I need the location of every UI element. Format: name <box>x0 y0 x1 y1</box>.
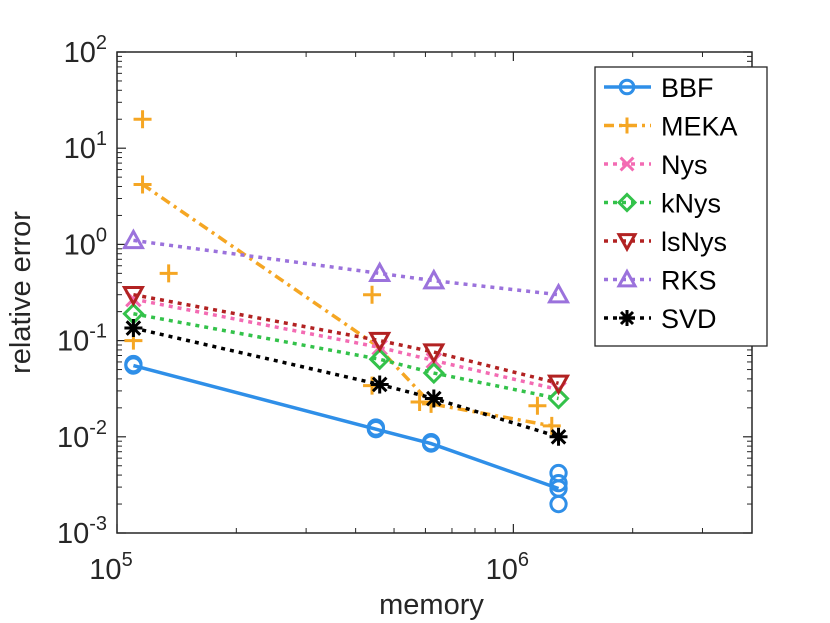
series-svd <box>124 319 568 446</box>
data-point-knys <box>547 387 570 410</box>
data-point-svd <box>124 319 143 338</box>
legend-entry-bbf: BBF <box>604 73 714 103</box>
series-line-lsnys <box>133 292 559 385</box>
legend-label-meka: MEKA <box>661 112 738 142</box>
legend-marker-bbf <box>618 78 636 96</box>
data-point-rks <box>121 228 145 250</box>
legend-entry-rks: RKS <box>604 266 717 296</box>
series-rks <box>121 228 571 304</box>
y-tick-label: 100 <box>64 224 107 261</box>
data-point-rks <box>368 261 392 283</box>
y-tick-exponent: 2 <box>96 32 107 54</box>
legend-marker-rks <box>616 268 638 288</box>
data-point-meka <box>363 285 382 304</box>
y-tick-label: 102 <box>64 32 107 69</box>
y-tick-exponent: -1 <box>89 321 107 343</box>
data-point-bbf <box>124 354 143 374</box>
legend-marker-knys <box>616 192 638 213</box>
series-layer <box>121 110 571 514</box>
y-tick-exponent: -3 <box>89 513 107 535</box>
x-tick-exponent: 5 <box>122 549 133 571</box>
legend-entry-nys: Nys <box>604 150 708 180</box>
y-tick-base: 10 <box>57 326 89 358</box>
y-tick-exponent: 0 <box>96 224 107 246</box>
data-point-meka <box>133 110 152 129</box>
legend: BBF MEKA Nys kNys lsNys RKS SVD <box>594 66 768 347</box>
series-bbf <box>124 354 568 514</box>
y-tick-exponent: 1 <box>96 128 107 150</box>
data-point-bbf <box>549 473 568 493</box>
data-point-meka <box>159 264 178 283</box>
y-tick-label: 10-1 <box>57 321 107 358</box>
legend-label-lsnys: lsNys <box>661 227 727 257</box>
data-point-rks <box>546 282 571 304</box>
series-meka <box>124 110 561 435</box>
legend-marker-meka <box>619 117 635 134</box>
y-tick-label: 101 <box>64 128 107 165</box>
x-tick-base: 10 <box>486 554 518 586</box>
legend-label-nys: Nys <box>661 150 708 180</box>
legend-entry-meka: MEKA <box>604 112 738 142</box>
series-line-knys <box>133 312 559 401</box>
legend-marker-nys <box>619 156 635 172</box>
legend-entry-lsnys: lsNys <box>604 227 727 257</box>
legend-entry-svd: SVD <box>604 304 717 334</box>
data-point-bbf <box>366 418 386 437</box>
data-point-meka <box>133 175 152 194</box>
data-point-meka <box>528 396 547 415</box>
data-point-lsnys <box>121 286 145 307</box>
x-tick-exponent: 6 <box>518 549 529 571</box>
series-line-meka <box>141 182 553 428</box>
series-line-svd <box>133 326 560 439</box>
y-tick-exponent: -2 <box>89 417 107 439</box>
data-point-svd <box>549 427 568 446</box>
data-point-rks <box>422 268 446 290</box>
legend-label-knys: kNys <box>661 189 721 219</box>
data-point-lsnys <box>546 374 571 396</box>
data-point-knys <box>422 361 445 385</box>
legend-entry-knys: kNys <box>604 189 721 219</box>
data-point-svd <box>424 389 443 408</box>
data-point-bbf <box>421 432 441 452</box>
x-tick-base: 10 <box>89 554 121 586</box>
data-point-lsnys <box>368 331 392 353</box>
legend-label-svd: SVD <box>661 304 717 334</box>
y-tick-label: 10-3 <box>57 513 107 550</box>
data-point-meka <box>410 393 429 412</box>
legend-label-rks: RKS <box>661 266 717 296</box>
data-point-lsnys <box>422 343 446 365</box>
y-tick-base: 10 <box>57 422 89 454</box>
y-tick-base: 10 <box>64 229 96 261</box>
y-tick-base: 10 <box>64 133 96 165</box>
series-line-bbf <box>132 363 560 491</box>
legend-label-bbf: BBF <box>661 73 714 103</box>
legend-marker-lsnys <box>616 233 638 253</box>
y-tick-base: 10 <box>64 37 96 69</box>
data-point-svd <box>370 375 389 394</box>
data-point-bbf <box>549 494 568 514</box>
x-tick-label: 105 <box>89 549 132 586</box>
x-axis-label: memory <box>379 589 484 621</box>
y-tick-base: 10 <box>57 518 89 550</box>
x-tick-label: 106 <box>486 549 529 586</box>
data-point-knys <box>368 348 391 371</box>
y-axis-label: relative error <box>5 211 37 374</box>
series-line-nys <box>133 297 559 392</box>
y-tick-label: 10-2 <box>57 417 107 454</box>
series-lsnys <box>121 286 571 396</box>
legend-marker-svd <box>619 310 635 326</box>
